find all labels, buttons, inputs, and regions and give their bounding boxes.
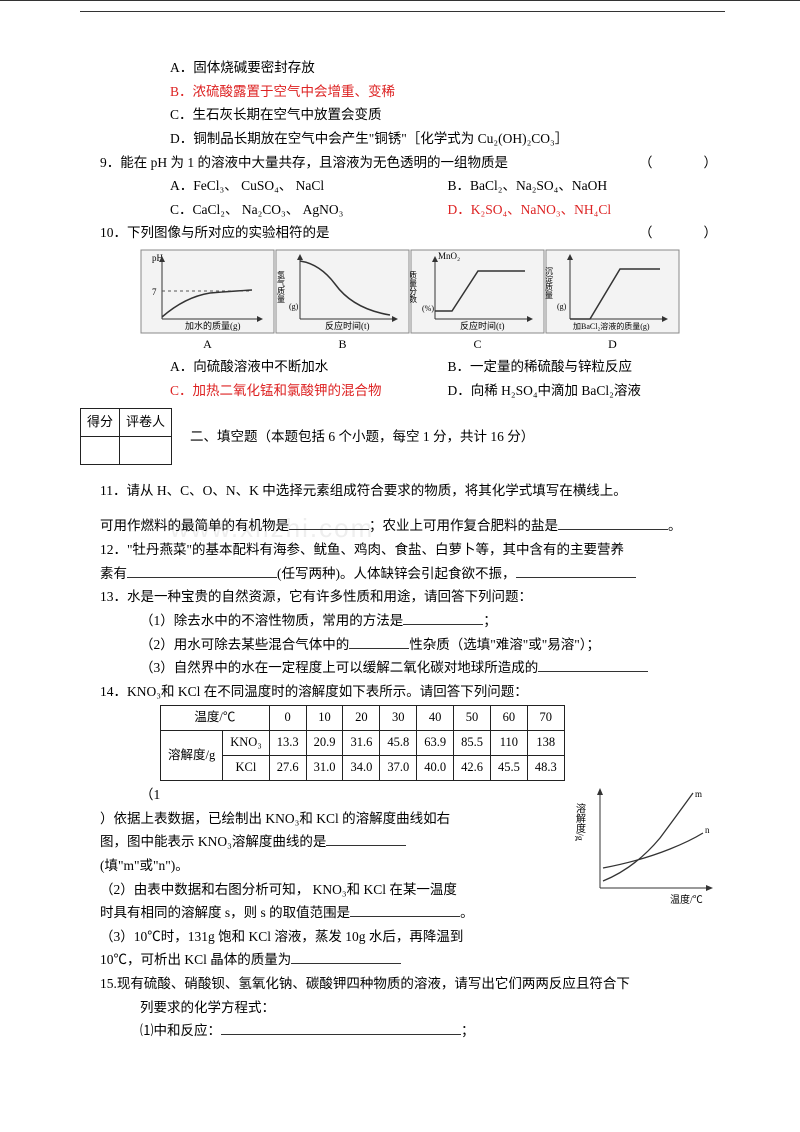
q15-s1e: ； [461, 1023, 475, 1038]
q10-fig-a: pH 7 加水的质量(g) A [140, 249, 275, 355]
tbl-sol: 溶解度/g [161, 731, 223, 781]
svg-text:n: n [705, 825, 710, 835]
q11-stem: 11．请从 H、C、O、N、K 中选择元素组成符合要求的物质，将其化学式填写在横… [80, 479, 725, 503]
q14-p3a: （3）10℃时，131g 饱和 KCl 溶液，蒸发 10g 水后，再降温到 [80, 925, 725, 949]
q12-blank1[interactable] [127, 563, 277, 578]
q10-fig-b: 氢气质量 (g) 反应时间(t) B [275, 249, 410, 355]
score-h1: 得分 [81, 409, 120, 437]
q14-p3b-t: 10℃，可析出 KCl 晶体的质量为 [100, 952, 291, 967]
q14-p3b: 10℃，可析出 KCl 晶体的质量为 [80, 948, 725, 972]
q14-p2b-t: 时具有相同的溶解度 s，则 s 的取值范围是 [100, 905, 350, 920]
q13-s3: （3）自然界中的水在一定程度上可以缓解二氧化碳对地球所造成的 [80, 656, 725, 680]
q8-opt-a: A．固体烧碱要密封存放 [80, 56, 725, 80]
q9-stem: 9．能在 pH 为 1 的溶液中大量共存，且溶液为无色透明的一组物质是 （ ） [80, 151, 725, 175]
q14-stem: 14．KNO₃和 KCl 在不同温度时的溶解度如下表所示。请回答下列问题： [80, 680, 725, 704]
q14-chart: 溶解度/g m n 温度/℃ [575, 783, 725, 921]
fig-a-label: A [140, 334, 275, 355]
svg-text:溶解度/g: 溶解度/g [575, 802, 586, 841]
q15-stem2: 列要求的化学方程式： [80, 996, 725, 1020]
q10-figures: pH 7 加水的质量(g) A 氢气质量 (g) [80, 245, 725, 355]
score-h2: 评卷人 [120, 409, 172, 437]
q15-s1: ⑴中和反应： ； [80, 1019, 725, 1043]
tbl-temp: 温度/℃ [161, 706, 270, 731]
q14-table: 温度/℃ 010203040506070 溶解度/g KNO₃ 13.320.9… [160, 705, 565, 781]
q12-l1: 12．"牡丹燕菜"的基本配料有海参、鱿鱼、鸡肉、食盐、白萝卜等，其中含有的主要营… [80, 538, 725, 562]
q9-opt-c: C．CaCl₂、 Na₂CO₃、 AgNO₃ [170, 198, 448, 222]
q13-s1a: （1）除去水中的不溶性物质，常用的方法是 [140, 613, 403, 628]
q9-paren: （ ） [639, 151, 725, 175]
q11-t1: 可用作燃料的最简单的有机物是 [100, 518, 289, 533]
q11-t3: 。 [668, 518, 682, 533]
section-2-title: 二、填空题（本题包括 6 个小题，每空 1 分，共计 16 分） [190, 425, 534, 449]
q15-blank1[interactable] [221, 1020, 461, 1035]
q10-opt-a: A．向硫酸溶液中不断加水 [170, 355, 448, 379]
q13-s2a: （2）用水可除去某些混合气体中的 [140, 637, 349, 652]
svg-text:(%): (%) [422, 304, 434, 313]
q11-blank1[interactable] [289, 516, 369, 531]
q11-t2: ；农业上可用作复合肥料的盐是 [369, 518, 558, 533]
svg-text:质量分数: 质量分数 [410, 270, 418, 304]
fig-d-label: D [545, 334, 680, 355]
fig-c-label: C [410, 334, 545, 355]
q12-l2: 素有 (任写两种)。人体缺锌会引起食欲不振， [80, 562, 725, 586]
svg-text:(g): (g) [557, 302, 567, 311]
q9-opt-b: B．BaCl₂、Na₂SO₄、NaOH [448, 174, 726, 198]
svg-text:氢气质量: 氢气质量 [277, 270, 286, 303]
svg-text:加BaCl₂溶液的质量(g): 加BaCl₂溶液的质量(g) [573, 321, 650, 331]
tbl-kno3: KNO₃ [223, 731, 269, 756]
q8-opt-c: C．生石灰长期在空气中放置会变质 [80, 103, 725, 127]
q10-opt-c: C．加热二氧化锰和氯酸钾的混合物 [170, 379, 448, 403]
q13-stem: 13．水是一种宝贵的自然资源，它有许多性质和用途，请回答下列问题： [80, 585, 725, 609]
q10-fig-c: MnO₂ 质量分数 (%) 反应时间(t) C [410, 249, 545, 355]
q11-blank2[interactable] [558, 516, 668, 531]
svg-text:温度/℃: 温度/℃ [670, 893, 703, 906]
q8-opt-d: D．铜制品长期放在空气中会产生"铜锈"［化学式为 Cu₂(OH)₂CO₃］ [80, 127, 725, 151]
q14-blank2[interactable] [350, 902, 460, 917]
q12-t2: (任写两种)。人体缺锌会引起食欲不振， [277, 566, 516, 581]
q10-opt-b: B．一定量的稀硫酸与锌粒反应 [448, 355, 726, 379]
q10-paren: （ ） [639, 221, 725, 245]
q15-s1t: ⑴中和反应： [140, 1023, 221, 1038]
q14-p2c: 。 [460, 905, 474, 920]
q12-t1: 素有 [100, 566, 127, 581]
q11-line2: 可用作燃料的最简单的有机物是 ；农业上可用作复合肥料的盐是 。 [80, 514, 725, 538]
q13-s1: （1）除去水中的不溶性物质，常用的方法是 ； [80, 609, 725, 633]
q12-blank2[interactable] [516, 563, 636, 578]
svg-text:反应时间(t): 反应时间(t) [325, 320, 370, 331]
q9-opt-d: D．K₂SO₄、NaNO₃、NH₄Cl [448, 198, 726, 222]
fig-b-label: B [275, 334, 410, 355]
svg-text:沉淀质量: 沉淀质量 [545, 267, 554, 299]
q10-stem: 10．下列图像与所对应的实验相符的是 （ ） [80, 221, 725, 245]
score-table: 得分 评卷人 [80, 408, 172, 465]
table-row: 温度/℃ 010203040506070 [161, 706, 565, 731]
table-row: 溶解度/g KNO₃ 13.320.931.645.863.985.511013… [161, 731, 565, 756]
q10-stem-text: 10．下列图像与所对应的实验相符的是 [100, 225, 330, 240]
q14-p1c-t: 图，图中能表示 KNO₃溶解度曲线的是 [100, 834, 326, 849]
q14-blank1[interactable] [326, 831, 406, 846]
svg-text:反应时间(t): 反应时间(t) [460, 320, 505, 331]
q13-blank2[interactable] [349, 634, 409, 649]
q10-fig-d: 沉淀质量 (g) 加BaCl₂溶液的质量(g) D [545, 249, 680, 355]
q14-blank3[interactable] [291, 950, 401, 965]
q8-opt-b: B．浓硫酸露置于空气中会增重、变稀 [80, 80, 725, 104]
q15-stem: 15.现有硫酸、硝酸钡、氢氧化钠、碳酸钾四种物质的溶液，请写出它们两两反应且符合… [80, 972, 725, 996]
tbl-kcl: KCl [223, 756, 269, 781]
q13-s3t: （3）自然界中的水在一定程度上可以缓解二氧化碳对地球所造成的 [140, 660, 538, 675]
q9-opt-a: A．FeCl₃、 CuSO₄、 NaCl [170, 174, 448, 198]
q13-s2b: 性杂质（选填"难溶"或"易溶"）； [409, 637, 600, 652]
q13-s2: （2）用水可除去某些混合气体中的 性杂质（选填"难溶"或"易溶"）； [80, 633, 725, 657]
svg-text:MnO₂: MnO₂ [438, 251, 460, 261]
q10-opt-d: D．向稀 H₂SO₄中滴加 BaCl₂溶液 [448, 379, 726, 403]
svg-text:(g): (g) [289, 302, 299, 311]
q13-s1b: ； [483, 613, 497, 628]
q13-blank1[interactable] [403, 610, 483, 625]
q9-stem-text: 9．能在 pH 为 1 的溶液中大量共存，且溶液为无色透明的一组物质是 [100, 155, 508, 170]
svg-text:加水的质量(g): 加水的质量(g) [185, 320, 241, 331]
section-2-header: 得分 评卷人 二、填空题（本题包括 6 个小题，每空 1 分，共计 16 分） [80, 408, 725, 465]
svg-text:m: m [695, 789, 702, 799]
q13-blank3[interactable] [538, 657, 648, 672]
svg-text:7: 7 [152, 287, 157, 297]
